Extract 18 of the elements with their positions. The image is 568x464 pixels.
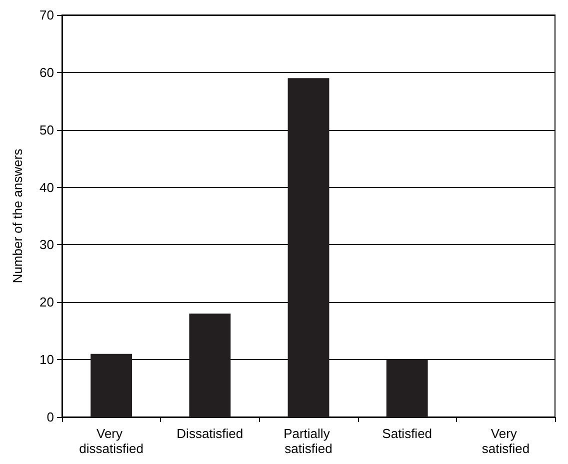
x-tick-label: Satisfied bbox=[382, 426, 432, 441]
y-tick-label: 40 bbox=[40, 180, 54, 195]
bar bbox=[189, 314, 231, 417]
bar bbox=[386, 360, 428, 417]
x-tick-label: Partially satisfied bbox=[284, 426, 334, 456]
x-tick-label: Very dissatisfied bbox=[79, 426, 144, 456]
x-tick-label: Very satisfied bbox=[482, 426, 530, 456]
y-tick-label: 50 bbox=[40, 122, 54, 138]
x-tick-label: Dissatisfied bbox=[176, 426, 244, 441]
y-tick-label: 30 bbox=[40, 237, 54, 252]
bar bbox=[90, 354, 132, 417]
y-tick-label: 70 bbox=[40, 8, 54, 22]
y-tick-label: 0 bbox=[46, 410, 54, 424]
y-tick-label: 60 bbox=[40, 64, 54, 80]
y-tick-label: 20 bbox=[40, 294, 54, 310]
y-axis-title: Number of the answers bbox=[10, 148, 25, 284]
y-tick-label: 10 bbox=[40, 352, 54, 368]
bar bbox=[288, 78, 330, 417]
